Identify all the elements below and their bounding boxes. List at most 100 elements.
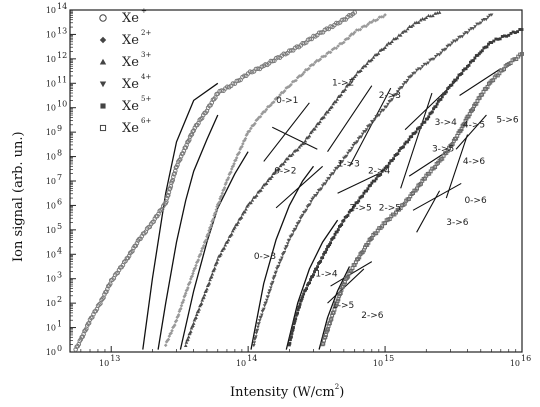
data-point bbox=[259, 188, 263, 192]
data-point bbox=[311, 62, 316, 67]
data-point bbox=[437, 10, 442, 14]
data-point bbox=[296, 308, 300, 312]
series-5plus bbox=[287, 28, 524, 347]
data-point bbox=[331, 172, 336, 176]
data-point bbox=[421, 120, 425, 124]
legend-charge: 5+ bbox=[141, 95, 151, 103]
y-tick-exponent: 8 bbox=[57, 149, 62, 158]
data-point bbox=[416, 20, 421, 24]
data-point bbox=[456, 76, 459, 80]
data-point bbox=[183, 145, 189, 150]
data-point bbox=[384, 105, 389, 109]
series-6plus bbox=[320, 52, 524, 347]
data-point bbox=[246, 203, 250, 207]
data-point bbox=[507, 33, 511, 37]
legend-charge: + bbox=[141, 7, 147, 15]
data-point bbox=[210, 272, 215, 276]
legend-charge: 4+ bbox=[141, 73, 151, 81]
data-point bbox=[454, 78, 458, 82]
data-point bbox=[431, 13, 435, 18]
data-point bbox=[290, 152, 295, 156]
data-point bbox=[386, 102, 390, 107]
data-point bbox=[342, 280, 347, 285]
data-point bbox=[230, 229, 235, 233]
legend: Xe +Xe 2+Xe 3+Xe 4+Xe 5+Xe 6+ bbox=[99, 7, 151, 136]
data-point bbox=[342, 218, 346, 222]
data-point bbox=[377, 174, 381, 177]
data-point bbox=[409, 24, 414, 29]
data-point bbox=[368, 123, 373, 127]
data-point bbox=[290, 332, 294, 335]
legend-entry: Xe bbox=[122, 99, 139, 114]
legend-marker bbox=[99, 14, 107, 22]
data-point bbox=[222, 246, 226, 250]
data-point bbox=[269, 286, 273, 290]
data-point bbox=[270, 174, 274, 178]
y-tick-label: 10 bbox=[46, 250, 56, 259]
data-point bbox=[424, 15, 429, 19]
data-point bbox=[353, 203, 357, 207]
y-tick-exponent: 2 bbox=[57, 295, 62, 304]
data-point bbox=[80, 334, 85, 339]
data-point bbox=[490, 41, 494, 44]
data-point bbox=[520, 28, 524, 31]
data-point bbox=[268, 289, 272, 293]
y-tick-exponent: 4 bbox=[57, 246, 62, 255]
y-tick-exponent: 9 bbox=[57, 124, 62, 133]
data-point bbox=[362, 191, 366, 195]
data-point bbox=[183, 343, 188, 348]
data-point bbox=[469, 60, 472, 64]
data-point bbox=[351, 143, 356, 148]
data-point bbox=[286, 85, 290, 90]
y-tick-exponent: 10 bbox=[57, 100, 67, 109]
data-point bbox=[282, 250, 287, 255]
data-point bbox=[249, 200, 253, 205]
data-point bbox=[215, 257, 220, 261]
x-tick-label: 10 bbox=[510, 359, 520, 368]
data-point bbox=[414, 130, 418, 134]
y-tick-label: 10 bbox=[46, 153, 56, 162]
y-tick-exponent: 6 bbox=[57, 197, 62, 206]
tangent-line-15 bbox=[459, 68, 502, 96]
y-tick-exponent: 13 bbox=[57, 26, 67, 35]
data-point bbox=[455, 38, 460, 42]
data-point bbox=[466, 64, 469, 68]
data-point bbox=[420, 123, 424, 127]
data-point bbox=[439, 97, 443, 101]
legend-marker bbox=[99, 36, 107, 44]
data-point bbox=[464, 67, 468, 71]
process-labels-layer: 0->1 0->2 0->3 1->2 1->3 1->4 1->5 2->3 2->4 2->5… bbox=[254, 79, 519, 321]
data-point bbox=[371, 179, 375, 183]
data-point bbox=[260, 112, 264, 116]
data-point bbox=[249, 126, 253, 131]
data-point bbox=[213, 210, 218, 215]
data-point bbox=[335, 230, 339, 234]
data-point bbox=[437, 53, 442, 57]
y-tick-label: 10 bbox=[46, 201, 56, 210]
data-point bbox=[222, 185, 227, 190]
data-point bbox=[276, 264, 281, 269]
data-point bbox=[275, 55, 281, 60]
tangent-line-5 bbox=[349, 87, 392, 167]
data-point bbox=[306, 283, 310, 287]
data-point bbox=[215, 260, 219, 264]
data-point bbox=[340, 160, 345, 164]
data-point bbox=[488, 41, 492, 44]
tangent-line-16 bbox=[416, 190, 441, 233]
data-point bbox=[314, 193, 318, 198]
y-tick-label: 10 bbox=[46, 79, 56, 88]
data-point bbox=[327, 321, 332, 326]
data-point bbox=[183, 291, 188, 296]
data-point bbox=[428, 58, 432, 62]
data-point bbox=[202, 295, 206, 299]
x-tick-exponent: 14 bbox=[247, 354, 257, 363]
data-point bbox=[471, 59, 475, 62]
data-point bbox=[208, 277, 212, 282]
legend-marker bbox=[99, 58, 107, 65]
data-point bbox=[329, 241, 333, 245]
data-point bbox=[341, 284, 346, 289]
data-point bbox=[351, 32, 355, 36]
data-point bbox=[176, 313, 181, 317]
data-point bbox=[470, 59, 474, 63]
